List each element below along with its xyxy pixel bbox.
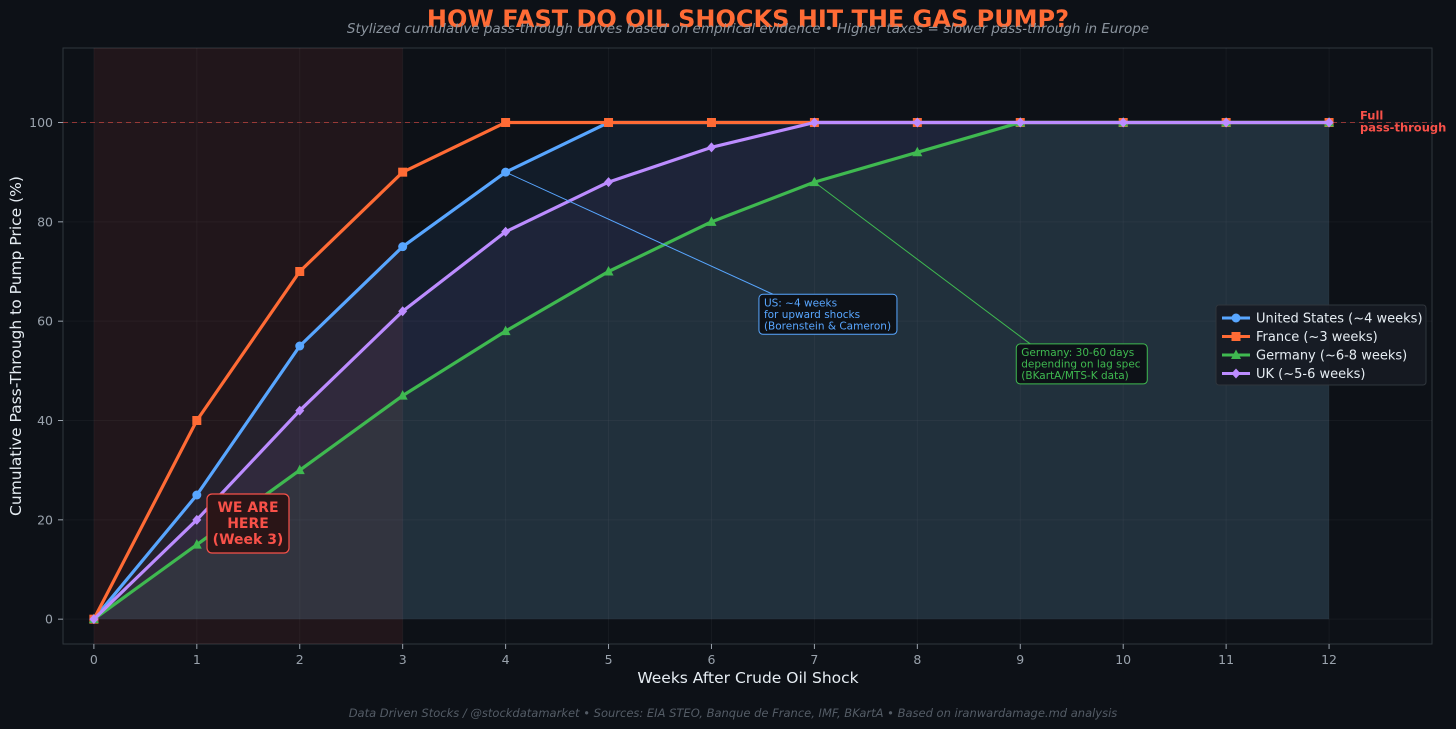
legend-marker-us	[1232, 314, 1241, 323]
us-annotation-text: US: ~4 weeks	[764, 297, 837, 309]
germany-annotation-text: (BKartA/MTS-K data)	[1021, 370, 1129, 382]
y-tick-label: 100	[29, 115, 53, 130]
x-tick-label: 11	[1218, 652, 1234, 667]
france-point	[707, 118, 716, 127]
we-are-here-text: (Week 3)	[213, 532, 284, 548]
us-annotation-text: for upward shocks	[764, 309, 860, 321]
chart-subtitle: Stylized cumulative pass-through curves …	[347, 21, 1149, 37]
we-are-here-text: WE ARE	[217, 500, 278, 516]
france-point	[501, 118, 510, 127]
legend-marker-france	[1232, 332, 1241, 341]
us-annotation-text: (Borenstein & Cameron)	[764, 320, 891, 332]
x-tick-label: 10	[1115, 652, 1131, 667]
we-are-here-label: WE AREHERE(Week 3)	[207, 494, 289, 553]
legend-label-uk: UK (~5-6 weeks)	[1256, 367, 1366, 382]
x-tick-label: 7	[810, 652, 818, 667]
x-tick-label: 6	[707, 652, 715, 667]
legend-label-us: United States (~4 weeks)	[1256, 312, 1423, 327]
x-axis-label: Weeks After Crude Oil Shock	[637, 669, 858, 687]
legend-label-germany: Germany (~6-8 weeks)	[1256, 349, 1407, 364]
us-point	[192, 491, 201, 500]
legend: United States (~4 weeks) France (~3 weeks…	[1216, 305, 1426, 385]
germany-annotation-text: depending on lag spec	[1021, 358, 1141, 370]
x-tick-label: 5	[605, 652, 613, 667]
y-axis-label: Cumulative Pass-Through to Pump Price (%…	[7, 176, 25, 516]
france-point	[192, 416, 201, 425]
x-tick-label: 1	[193, 652, 201, 667]
france-point	[398, 168, 407, 177]
full-pass-through-label: pass-through	[1360, 121, 1446, 135]
x-tick-label: 4	[502, 652, 510, 667]
france-point	[604, 118, 613, 127]
x-tick-label: 3	[399, 652, 407, 667]
germany-annotation-text: Germany: 30-60 days	[1021, 347, 1134, 359]
y-tick-label: 80	[37, 214, 53, 229]
x-tick-label: 12	[1321, 652, 1337, 667]
x-tick-label: 0	[90, 652, 98, 667]
france-point	[295, 267, 304, 276]
x-tick-label: 9	[1016, 652, 1024, 667]
footer-credit: Data Driven Stocks / @stockdatamarket • …	[349, 706, 1118, 720]
us-point	[398, 242, 407, 251]
we-are-here-text: HERE	[227, 516, 269, 532]
us-point	[295, 342, 304, 351]
x-tick-label: 8	[913, 652, 921, 667]
plot-area: 0123456789101112020406080100Fullpass-thr…	[29, 48, 1446, 667]
x-tick-label: 2	[296, 652, 304, 667]
y-tick-label: 40	[37, 413, 53, 428]
y-tick-label: 0	[45, 612, 53, 627]
y-tick-label: 20	[37, 512, 53, 527]
y-tick-label: 60	[37, 314, 53, 329]
legend-label-france: France (~3 weeks)	[1256, 330, 1378, 345]
